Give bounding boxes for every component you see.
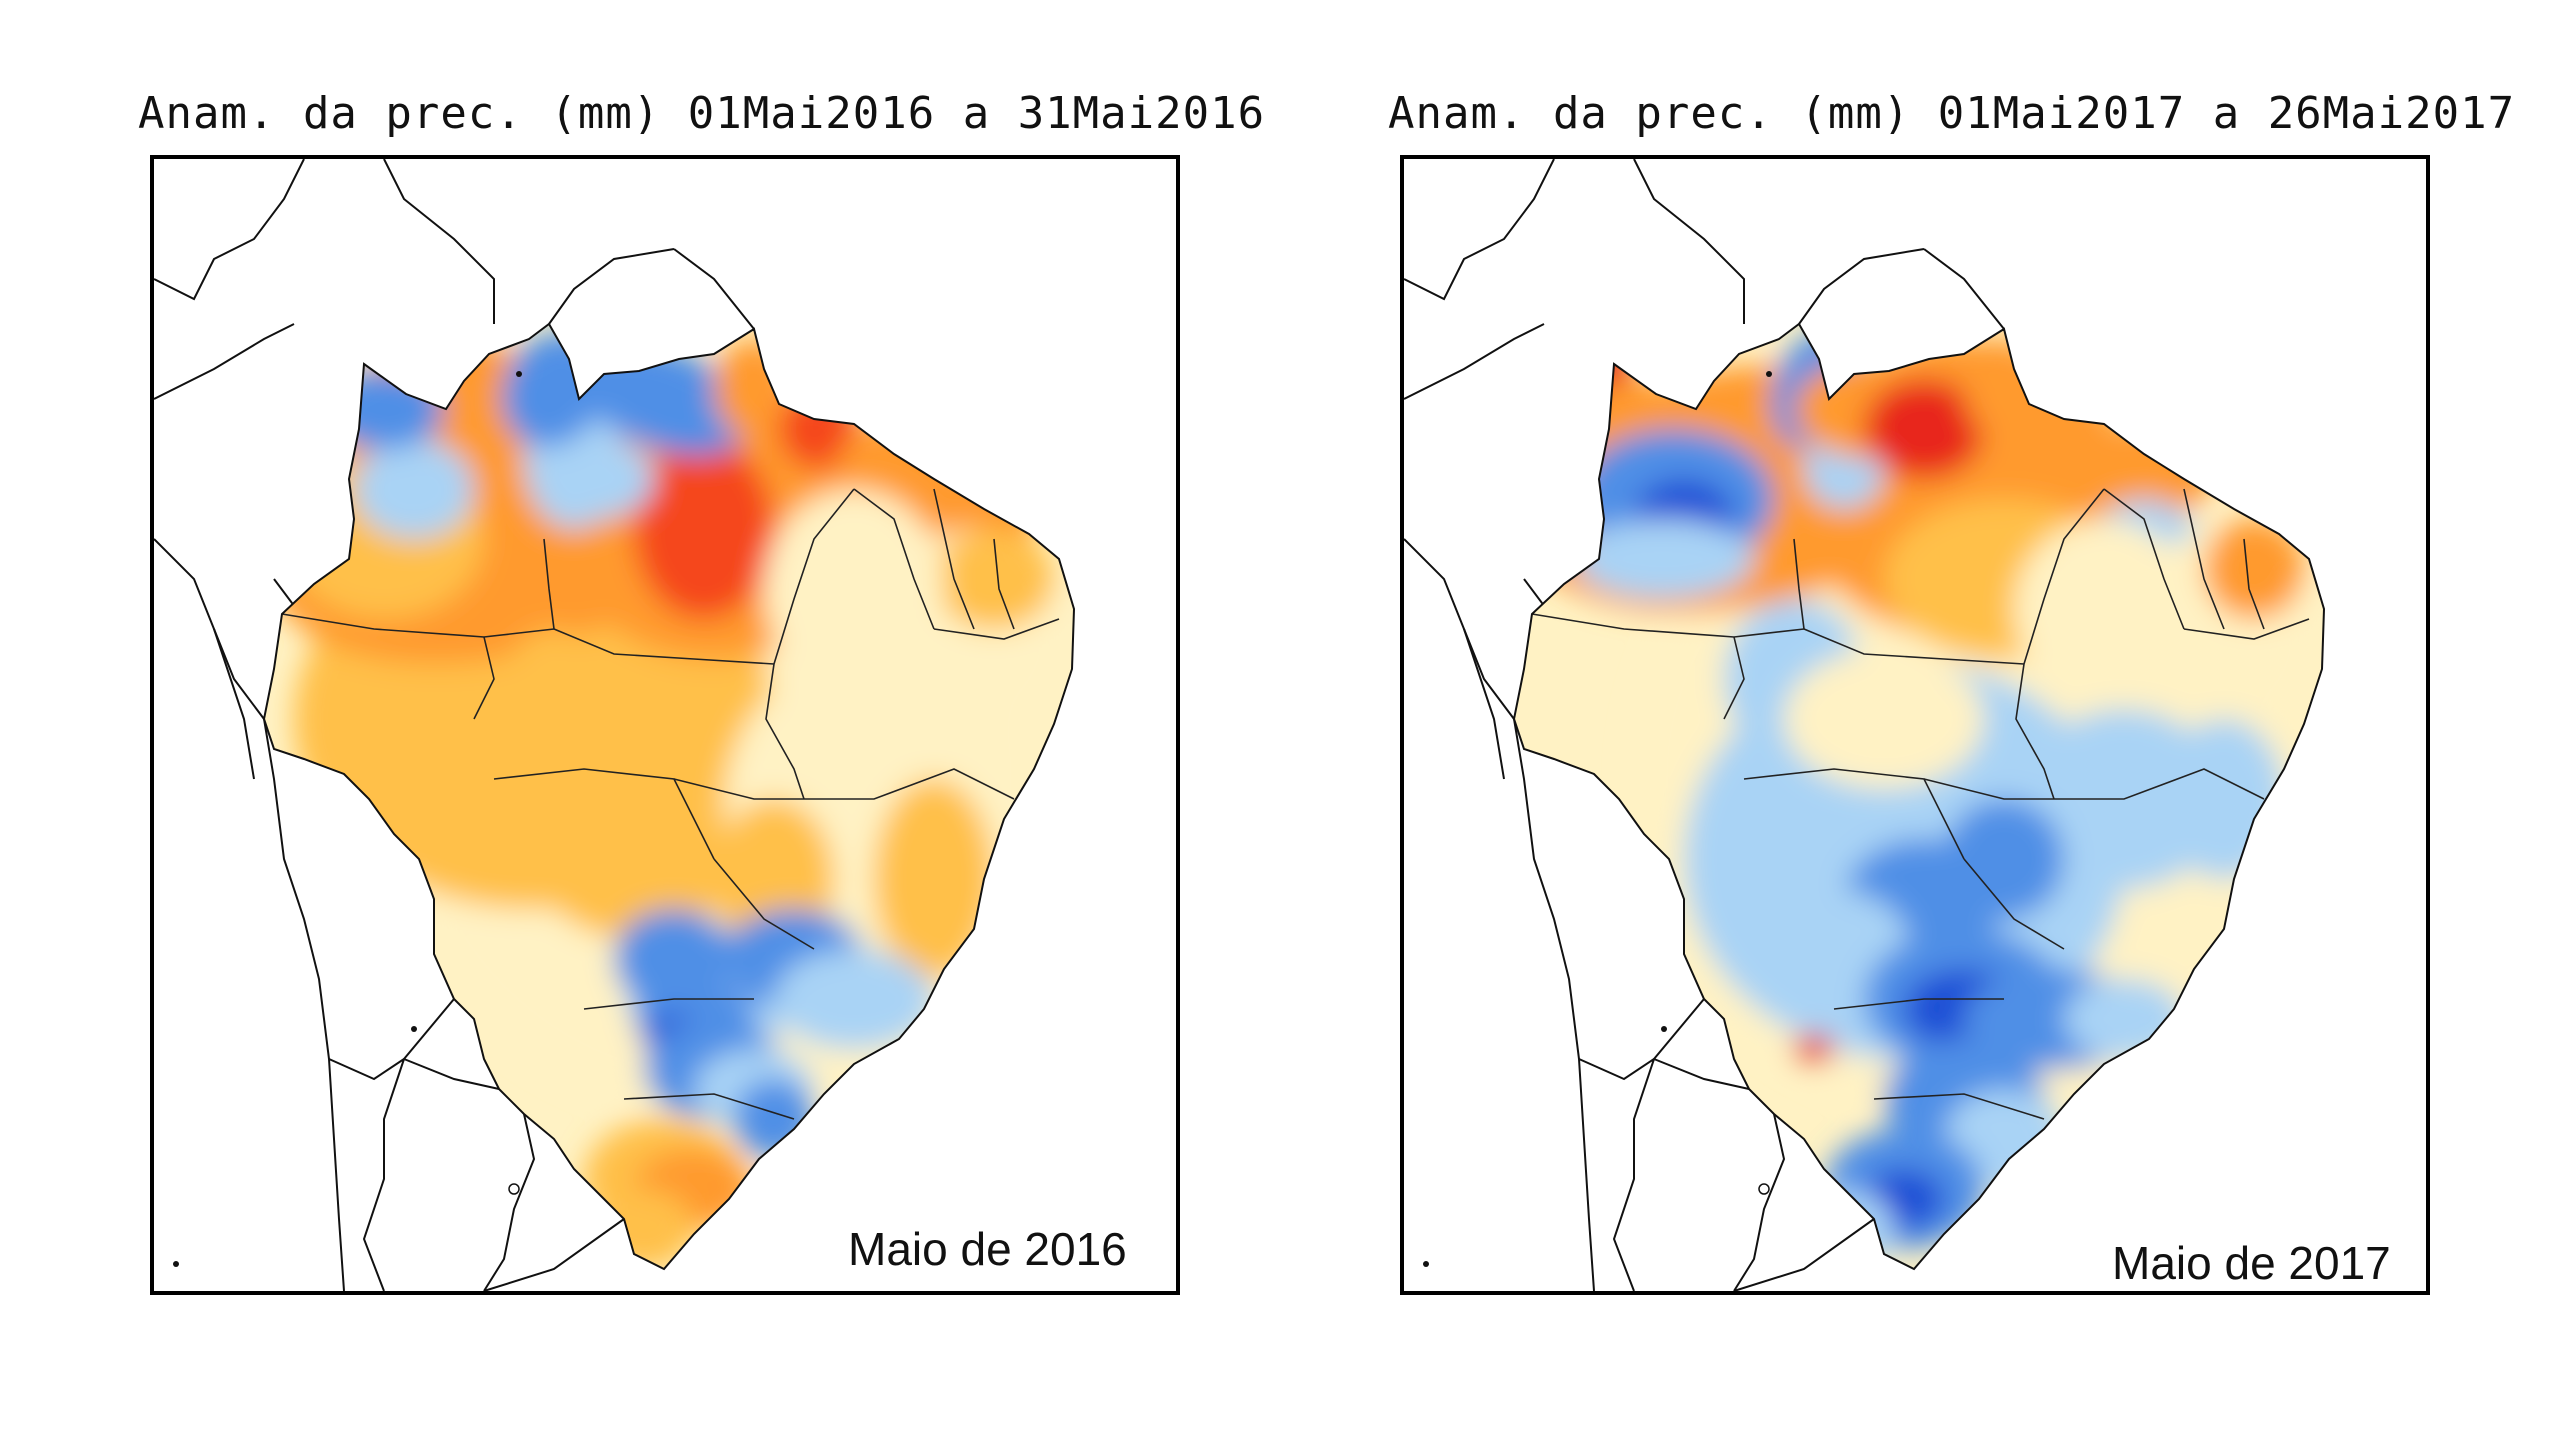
country-border [1733,1218,1875,1291]
precipitation-anomaly-map-2017 [1400,155,2430,1295]
state-border [583,998,754,1010]
anomaly-patch-weak-positive [534,439,654,519]
state-border [281,613,555,638]
state-border [804,768,1015,800]
state-border [1723,636,1745,720]
country-border [383,159,495,324]
state-border [993,538,1015,630]
state-border [1923,778,2054,800]
state-border [543,538,555,630]
anomaly-field [1514,324,2324,1269]
state-borders [1531,488,2310,1120]
island-mark [508,1183,520,1195]
anomaly-patch-strong-negative [1794,1034,1834,1064]
brazil-outline [1512,322,2326,1271]
country-border [1923,248,2005,330]
anomaly-patch-weak-positive [1794,1189,1894,1269]
country-border [213,628,255,780]
country-border [154,323,295,400]
country-border [1404,538,1515,720]
island-mark [1423,1261,1429,1267]
lake-mark [411,1026,417,1032]
state-border [773,488,855,665]
anomaly-patch-weak-negative [514,699,754,939]
anomaly-patch-negative [2024,389,2104,469]
anomaly-patch-strong-negative [1864,379,1984,479]
state-border [2183,618,2310,640]
country-border [1578,1058,1655,1081]
country-border [1612,998,1705,1291]
country-border [1653,1058,1750,1090]
map-caption-2016: Maio de 2016 [848,1223,1127,1275]
anomaly-patch-pale [2014,519,2194,699]
state-border [1963,858,2065,950]
anomaly-patch-weak-positive [774,949,934,1049]
country-border [1733,1113,1786,1291]
country-border [1633,159,1745,324]
country-border [1513,718,1595,1291]
island-mark [516,371,522,377]
lake-mark [1661,1026,1667,1032]
map-caption-2017: Maio de 2017 [2112,1237,2391,1289]
brazil-outline [262,322,1076,1271]
country-border [548,248,675,325]
state-border [2103,488,2185,630]
state-border [1803,628,2025,665]
state-border [2054,768,2265,800]
country-border [403,1058,500,1090]
anomaly-patch-weak-positive [1574,519,1754,599]
state-border [553,628,775,665]
country-border [1404,159,1555,301]
country-border [1404,323,1545,400]
state-border [765,663,805,800]
country-border [673,248,755,330]
state-border [2015,663,2055,800]
state-border [2023,488,2105,665]
map-graphic-2016 [154,159,1076,1291]
map-title-2017: Anam. da prec. (mm) 01Mai2017 a 26Mai201… [1388,88,2516,139]
state-border [673,778,804,800]
precipitation-anomaly-map-2016 [150,155,1180,1295]
state-border [933,488,975,630]
country-border [483,1113,536,1291]
anomaly-patch-pale [764,489,944,689]
state-border [2243,538,2265,630]
state-border [1873,1093,2045,1120]
map-title-2016: Anam. da prec. (mm) 01Mai2016 a 31Mai201… [138,88,1266,139]
country-border [362,998,455,1291]
country-border [1463,628,1505,780]
country-border [328,1058,405,1081]
country-border [263,718,345,1291]
anomaly-field [264,324,1074,1269]
state-border [1793,538,1805,630]
map-graphic-2017 [1404,159,2326,1291]
country-border [1798,248,1925,325]
state-border [933,618,1060,640]
state-border [1743,768,1965,860]
anomaly-patch-pale [1784,649,1984,789]
state-border [473,636,495,720]
anomaly-patch-weak-negative [874,779,994,979]
state-border [1833,998,2004,1010]
country-border [483,1218,625,1291]
country-border [154,538,265,720]
anomaly-patch-positive [324,369,444,449]
island-mark [173,1261,179,1267]
state-border [493,768,715,860]
anomaly-patch-negative [2204,519,2304,619]
state-borders [281,488,1060,1120]
state-border [1531,613,1805,638]
state-border [2183,488,2225,630]
country-border [154,159,305,301]
state-border [713,858,815,950]
anomaly-patch-weak-positive [354,439,474,539]
anomaly-patch-strong-negative [634,439,774,619]
state-border [623,1093,795,1120]
country-borders [154,159,755,1291]
state-border [853,488,935,630]
island-mark [1758,1183,1770,1195]
island-mark [1766,371,1772,377]
